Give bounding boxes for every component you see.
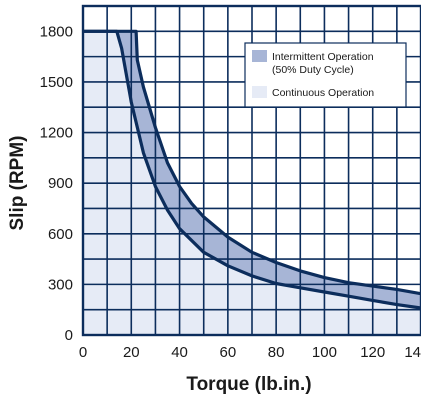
y-tick-label: 1200 (40, 125, 73, 142)
x-tick-label: 40 (171, 344, 188, 361)
x-tick-label: 20 (123, 344, 140, 361)
x-tick-label: 60 (220, 344, 237, 361)
y-tick-label: 900 (48, 175, 73, 192)
y-axis-label: Slip (RPM) (7, 136, 28, 231)
plot-border (81, 4, 421, 337)
legend-label-continuous: Continuous Operation (272, 87, 374, 99)
x-tick-label: 0 (79, 344, 87, 361)
legend: Intermittent Operation(50% Duty Cycle) Co… (244, 42, 407, 108)
legend-label-intermittent: Intermittent Operation (272, 51, 374, 63)
y-tick-label: 600 (48, 226, 73, 243)
legend-box (244, 42, 407, 108)
series-lines (83, 29, 421, 310)
x-tick-label: 120 (360, 344, 385, 361)
y-tick-label: 1500 (40, 74, 73, 91)
continuous-curve (83, 29, 421, 310)
x-tick-label: 14 (404, 344, 421, 361)
legend-swatch-intermittent (252, 50, 267, 62)
y-tick-label: 0 (65, 327, 73, 344)
intermittent-curve (83, 29, 421, 296)
legend-swatch-continuous (252, 86, 267, 98)
y-tick-label: 300 (48, 276, 73, 293)
x-tick-label: 80 (268, 344, 285, 361)
plot-frame (81, 4, 421, 337)
x-tick-label: 100 (312, 344, 337, 361)
y-tick-label: 1800 (40, 23, 73, 40)
legend-label-intermittent: (50% Duty Cycle) (272, 64, 354, 76)
x-axis-label: Torque (lb.in.) (186, 374, 311, 395)
